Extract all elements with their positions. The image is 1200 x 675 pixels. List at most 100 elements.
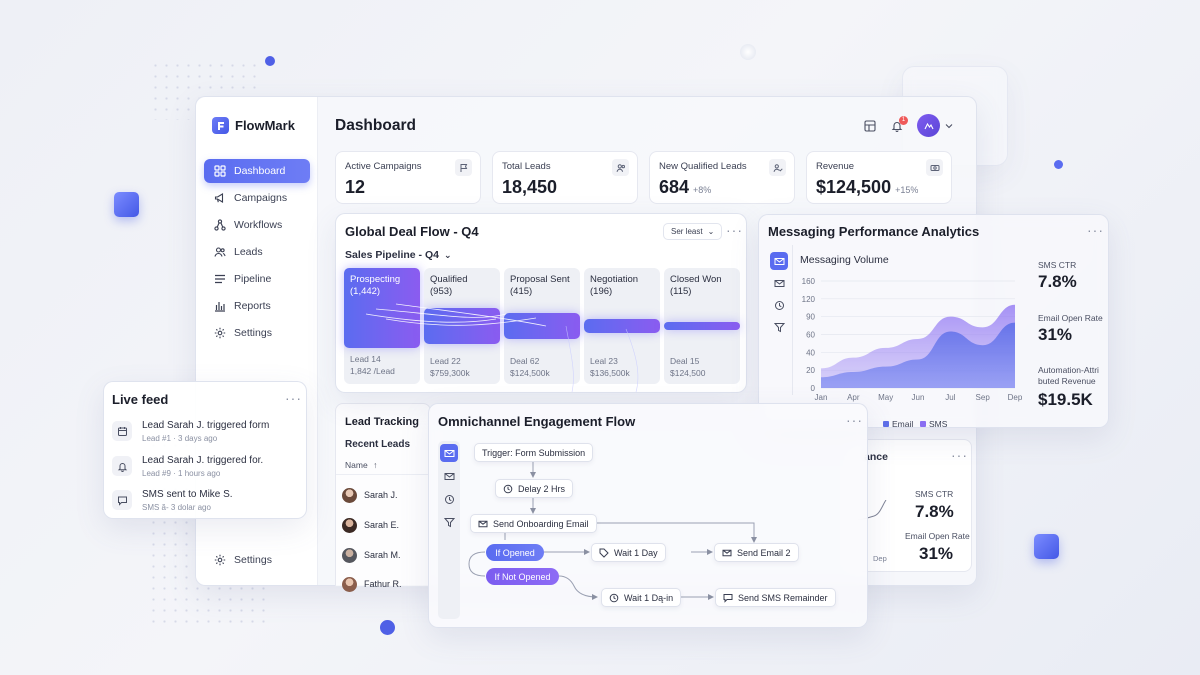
more-icon[interactable]: ··· <box>846 412 863 428</box>
sidebar-item-settings[interactable]: Settings <box>204 321 310 345</box>
mini-stat-value: 31% <box>919 544 954 563</box>
y-tick-labels: 0 20 40 60 90 120 160 <box>802 277 816 393</box>
send-email-2-node[interactable]: Send Email 2 <box>714 543 799 562</box>
stage-footer: Deal 15 <box>670 356 700 366</box>
mini-axis-label: Dep <box>873 554 887 563</box>
notification-badge: 1 <box>899 116 908 125</box>
pipeline-stage[interactable]: Closed Won (115) Deal 15 $124,500 <box>664 268 740 384</box>
avatar <box>342 487 357 503</box>
orb-decoration <box>380 620 395 635</box>
mail-icon[interactable] <box>770 274 788 292</box>
wait-node[interactable]: Wait 1 Day <box>591 543 666 562</box>
list-item[interactable]: Lead Sarah J. triggered for. Lead #9 · 1… <box>112 454 300 484</box>
layout-toggle-icon[interactable] <box>863 119 877 133</box>
email-open-rate-value: 31% <box>1038 325 1073 344</box>
stage-name: Proposal Sent <box>510 274 570 285</box>
if-not-opened-branch[interactable]: If Not Opened <box>486 568 559 585</box>
sort-arrow-icon: ↑ <box>373 460 378 470</box>
kpi-delta: +15% <box>895 185 919 195</box>
if-opened-branch[interactable]: If Opened <box>486 544 544 561</box>
stage-footer: Lead 14 <box>350 354 381 364</box>
calendar-icon <box>112 421 132 441</box>
pipeline-stage[interactable]: Proposal Sent (415) Deal 62 $124,500k <box>504 268 580 384</box>
mini-stat-label: Email Open Rate <box>905 531 970 541</box>
chevron-down-icon[interactable] <box>944 121 954 131</box>
kpi-label: Total Leads <box>502 161 551 172</box>
avatar[interactable] <box>917 114 940 137</box>
stage-footer: $759,300k <box>430 367 470 378</box>
table-row[interactable]: Sarah J. <box>342 484 426 506</box>
live-feed-title: Live feed <box>112 392 169 407</box>
stage-footer: $124,500 <box>670 367 706 378</box>
stage-footer: $124,500k <box>510 367 550 378</box>
gear-icon <box>214 327 226 339</box>
stage-footer: Leal 23 <box>590 356 618 366</box>
bar-chart-icon <box>215 302 225 312</box>
user-check-icon <box>769 159 786 176</box>
clock-icon[interactable] <box>440 490 458 508</box>
sidebar-item-dashboard[interactable]: Dashboard <box>204 159 310 183</box>
cash-icon <box>926 159 943 176</box>
name-column-header[interactable]: Name ↑ <box>345 460 378 470</box>
brand[interactable]: FlowMark <box>212 117 295 134</box>
delay-node[interactable]: Delay 2 Hrs <box>495 479 574 498</box>
table-row[interactable]: Sarah E. <box>342 514 426 536</box>
recent-leads-title: Recent Leads <box>345 439 411 450</box>
stage-name: Closed Won <box>670 274 722 285</box>
kpi-revenue[interactable]: Revenue $124,500 +15% <box>806 151 952 204</box>
email-channel-icon[interactable] <box>770 252 788 270</box>
sidebar-item-campaigns[interactable]: Campaigns <box>204 186 310 210</box>
sidebar-item-label: Campaigns <box>234 192 288 204</box>
users-icon <box>612 159 629 176</box>
sidebar-item-leads[interactable]: Leads <box>204 240 310 264</box>
list-item[interactable]: SMS sent to Mike S. SMS ă- 3 dolar ago <box>112 488 300 518</box>
y-tick-label: 0 <box>811 384 816 393</box>
pipeline-selector[interactable]: Sales Pipeline - Q4 ⌄ <box>345 249 452 261</box>
feed-text: SMS sent to Mike S. <box>142 489 233 500</box>
trigger-node[interactable]: Trigger: Form Submission <box>474 443 594 462</box>
deal-filter-dropdown[interactable]: Ser least ⌄ <box>663 223 723 240</box>
automation-revenue-value: $19.5K <box>1038 390 1093 409</box>
email-area-series <box>821 322 1015 388</box>
sidebar-settings-bottom[interactable]: Settings <box>204 548 310 572</box>
clock-icon[interactable] <box>770 296 788 314</box>
pipeline-stage[interactable]: Negotiation (196) Leal 23 $136,500k <box>584 268 660 384</box>
sidebar-item-label: Workflows <box>234 219 283 231</box>
kpi-new-qualified-leads[interactable]: New Qualified Leads 684 +8% <box>649 151 795 204</box>
send-email-node[interactable]: Send Onboarding Email <box>470 514 597 533</box>
avatar <box>342 517 357 533</box>
sidebar-item-pipeline[interactable]: Pipeline <box>204 267 310 291</box>
sidebar-item-workflows[interactable]: Workflows <box>204 213 310 237</box>
y-tick-label: 20 <box>806 366 815 375</box>
kpi-total-leads[interactable]: Total Leads 18,450 <box>492 151 638 204</box>
more-icon[interactable]: ··· <box>951 447 968 463</box>
kpi-active-campaigns[interactable]: Active Campaigns 12 <box>335 151 481 204</box>
bell-icon[interactable] <box>890 119 904 133</box>
more-icon[interactable]: ··· <box>1087 222 1104 238</box>
pipeline-stage[interactable]: Prospecting (1,442) Lead 14 1,842 /Lead <box>344 268 420 384</box>
chevron-down-icon: ⌄ <box>443 249 452 260</box>
sidebar-item-reports[interactable]: Reports <box>204 294 310 318</box>
table-row[interactable]: Fathur R. <box>342 573 426 595</box>
wait-node-2[interactable]: Wait 1 Dą-in <box>601 588 682 607</box>
y-tick-label: 40 <box>806 348 815 357</box>
mail-icon[interactable] <box>440 467 458 485</box>
avatar <box>342 576 357 592</box>
stage-count: (196) <box>590 286 613 298</box>
page-title: Dashboard <box>335 117 416 134</box>
send-sms-node[interactable]: Send SMS Remainder <box>715 588 836 607</box>
legend-email: Email <box>892 419 913 429</box>
more-icon[interactable]: ··· <box>726 222 743 238</box>
list-item[interactable]: Lead Sarah J. triggered form Lead #1 · 3… <box>112 419 300 449</box>
table-row[interactable]: Sarah M. <box>342 544 426 566</box>
lead-tracking-panel: Lead Tracking Recent Leads Name ↑ Sarah … <box>335 403 432 592</box>
filter-icon[interactable] <box>440 513 458 531</box>
pipeline-stage[interactable]: Qualified (953) Lead 22 $759,300k <box>424 268 500 384</box>
kpi-value: 18,450 <box>502 177 558 197</box>
more-icon[interactable]: ··· <box>285 390 302 406</box>
filter-icon[interactable] <box>770 318 788 336</box>
stage-footer: Deal 62 <box>510 356 540 366</box>
email-step-icon[interactable] <box>440 444 458 462</box>
gear-icon <box>214 554 226 566</box>
stage-bar <box>504 313 580 339</box>
